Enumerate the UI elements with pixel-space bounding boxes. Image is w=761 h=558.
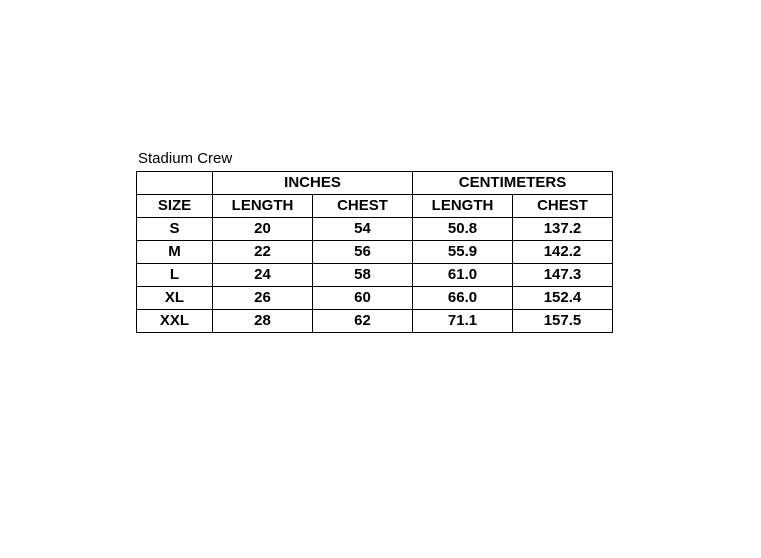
column-header: SIZE [136,194,213,218]
table-cell: 22 [212,240,313,264]
table-cell: 58 [312,263,413,287]
table-row: S 20 54 50.8 137.2 [136,217,613,241]
table-cell: 62 [312,309,413,333]
group-header-inches: INCHES [212,171,413,195]
table-cell: 54 [312,217,413,241]
size-chart-table: INCHES CENTIMETERS SIZE LENGTH CHEST LEN… [136,171,613,333]
group-header-centimeters: CENTIMETERS [412,171,613,195]
column-header-row: SIZE LENGTH CHEST LENGTH CHEST [136,194,613,218]
table-cell: 50.8 [412,217,513,241]
table-title: Stadium Crew [138,150,233,167]
table-cell: 137.2 [512,217,613,241]
table-cell: XL [136,286,213,310]
group-header-row: INCHES CENTIMETERS [136,171,613,195]
table-cell: 26 [212,286,313,310]
column-header: CHEST [512,194,613,218]
empty-corner-cell [136,171,213,195]
column-header: CHEST [312,194,413,218]
table-row: XXL 28 62 71.1 157.5 [136,309,613,333]
table-cell: 142.2 [512,240,613,264]
table-cell: L [136,263,213,287]
table-cell: 20 [212,217,313,241]
table-cell: 56 [312,240,413,264]
column-header: LENGTH [212,194,313,218]
table-cell: 60 [312,286,413,310]
table-cell: 24 [212,263,313,287]
table-cell: 157.5 [512,309,613,333]
table-cell: M [136,240,213,264]
table-cell: 147.3 [512,263,613,287]
table-cell: 61.0 [412,263,513,287]
table-cell: 152.4 [512,286,613,310]
table-cell: S [136,217,213,241]
table-cell: 66.0 [412,286,513,310]
table-row: M 22 56 55.9 142.2 [136,240,613,264]
table-cell: 28 [212,309,313,333]
table-cell: XXL [136,309,213,333]
table-cell: 71.1 [412,309,513,333]
table-cell: 55.9 [412,240,513,264]
column-header: LENGTH [412,194,513,218]
table-row: XL 26 60 66.0 152.4 [136,286,613,310]
table-row: L 24 58 61.0 147.3 [136,263,613,287]
